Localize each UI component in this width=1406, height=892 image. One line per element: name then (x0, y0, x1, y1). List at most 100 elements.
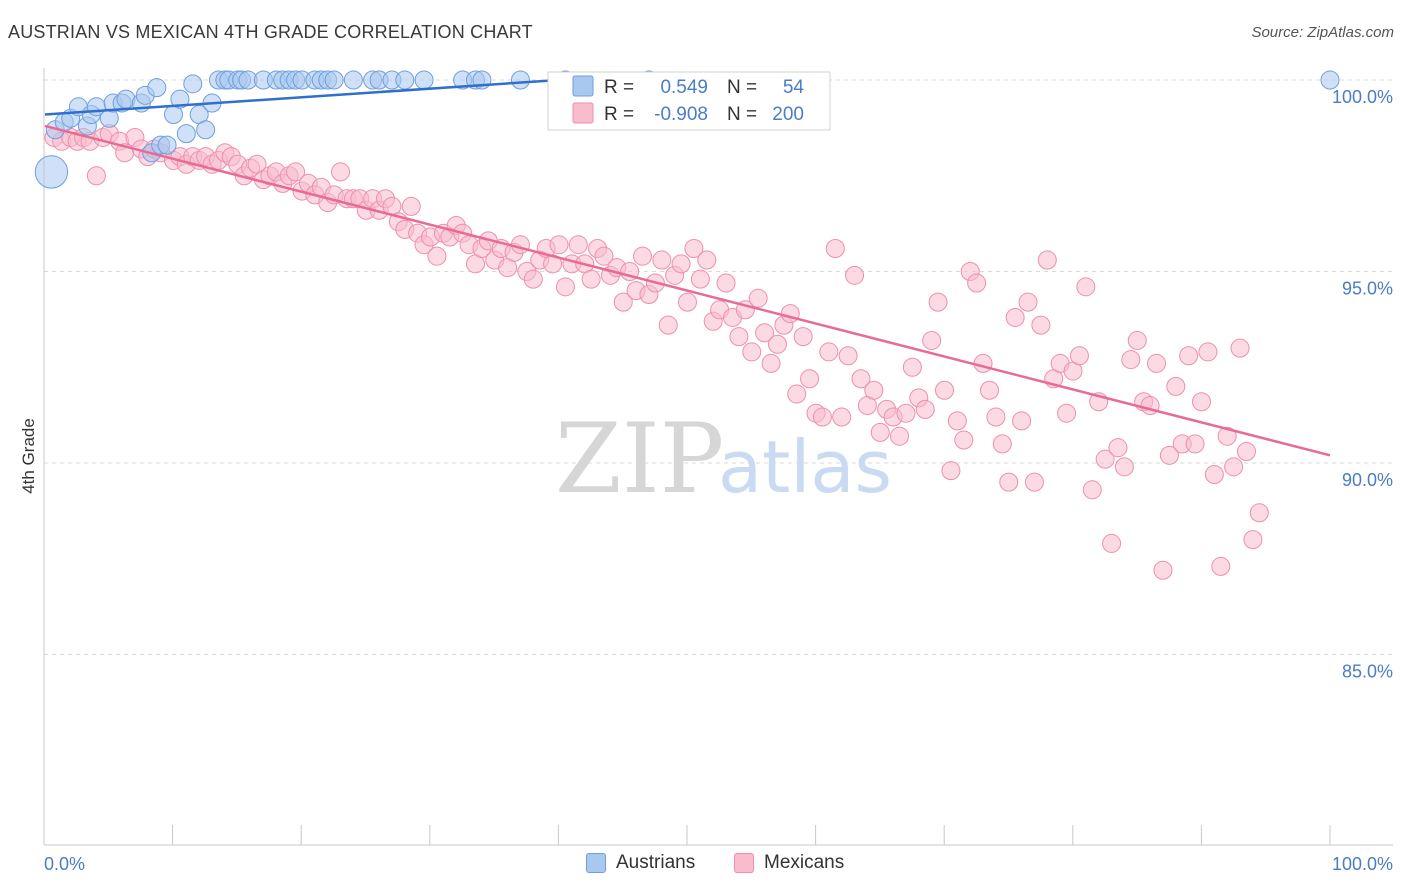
legend-r-label-austrians: R = (604, 77, 634, 98)
mexican-point (549, 235, 569, 255)
mexican-point (851, 369, 871, 389)
mexican-point (1012, 411, 1032, 431)
legend-swatch-mexicans (572, 102, 594, 124)
mexican-point (922, 330, 942, 350)
mexican-point (581, 269, 601, 289)
mexican-point (1005, 307, 1025, 327)
mexican-point (1127, 330, 1147, 350)
mexican-point (401, 196, 421, 216)
austrian-point (34, 155, 69, 189)
mexican-point (915, 399, 935, 419)
mexican-point (935, 380, 954, 400)
legend-n-label-mexicans: N = (727, 104, 757, 125)
mexican-point (845, 265, 865, 285)
mexican-point (999, 472, 1019, 492)
mexican-point (1211, 556, 1231, 576)
mexican-point (716, 273, 736, 293)
y-tick-label: 95.0% (1342, 279, 1393, 299)
legend-n-label-austrians: N = (727, 77, 757, 98)
mexican-point (1224, 457, 1244, 477)
mexican-point (1217, 426, 1237, 446)
austrian-point (147, 78, 167, 98)
mexican-point (864, 380, 884, 400)
mexican-point (1230, 338, 1250, 358)
mexican-point (1082, 480, 1102, 500)
axes (43, 68, 1393, 846)
mexican-point (684, 239, 704, 259)
austrian-point (183, 74, 203, 94)
mexican-point (652, 250, 672, 270)
legend-item-mexicans[interactable]: Mexicans (734, 852, 844, 874)
austrian-point (196, 120, 216, 140)
x-tick-label-min: 0.0% (44, 854, 85, 874)
mexican-point (928, 292, 948, 312)
x-tick-label-max: 100.0% (1332, 854, 1393, 874)
mexican-point (1192, 392, 1211, 412)
mexican-point (838, 346, 858, 366)
y-tick-label: 90.0% (1342, 470, 1393, 490)
legend-label-austrians: Austrians (616, 852, 696, 873)
mexican-point (510, 235, 530, 255)
mexican-point (613, 292, 633, 312)
mexican-point (678, 292, 697, 312)
legend-item-austrians[interactable]: Austrians (586, 852, 695, 874)
mexican-point (690, 269, 710, 289)
mexican-point (947, 411, 967, 431)
mexican-point (671, 254, 691, 274)
mexican-point (1102, 533, 1122, 553)
correlation-legend: R = 0.549 N = 54 R = -0.908 N = 200 (547, 71, 831, 131)
austrian-point (510, 70, 530, 90)
legend-r-value-austrians: 0.549 (660, 77, 708, 98)
mexican-point (941, 461, 961, 481)
mexican-point (1204, 464, 1224, 484)
mexican-point (812, 407, 832, 427)
legend-label-mexicans: Mexicans (764, 852, 845, 873)
austrian-point (176, 124, 196, 144)
mexican-point (1095, 449, 1115, 469)
y-axis-label: 4th Grade (19, 418, 38, 494)
source-label: Source: ZipAtlas.com (1251, 24, 1394, 41)
watermark-zip: ZIP (555, 403, 724, 515)
mexican-point (1114, 457, 1134, 477)
mexican-point (870, 422, 890, 442)
mexican-point (633, 246, 653, 266)
mexican-point (767, 334, 787, 354)
mexican-point (787, 384, 807, 404)
mexican-point (1159, 445, 1179, 465)
mexican-point (729, 327, 749, 347)
mexican-point (1185, 434, 1205, 454)
mexican-point (755, 323, 775, 343)
mexican-point (1179, 346, 1199, 366)
legend-swatch-mexicans (734, 853, 754, 873)
chart-title: AUSTRIAN VS MEXICAN 4TH GRADE CORRELATIO… (8, 22, 533, 42)
mexican-point (427, 246, 447, 266)
mexican-point (832, 407, 852, 427)
mexican-point (1076, 277, 1096, 297)
mexican-point (890, 426, 910, 446)
mexican-point (986, 407, 1006, 427)
mexican-point (761, 353, 781, 373)
austrian-point (324, 70, 344, 90)
mexican-point (1236, 442, 1256, 462)
mexican-point (286, 162, 306, 182)
mexican-point (86, 166, 106, 186)
mexican-point (1108, 438, 1128, 458)
legend-r-label-mexicans: R = (604, 104, 634, 125)
mexican-point (1147, 353, 1167, 373)
mexican-point (1018, 292, 1038, 312)
mexican-point (967, 273, 987, 293)
mexican-point (793, 327, 813, 347)
y-tick-labels: 100.0% 95.0% 90.0% 85.0% (1332, 87, 1393, 682)
legend-swatch-austrians (586, 853, 606, 873)
y-tick-label: 100.0% (1332, 87, 1393, 107)
mexican-point (1153, 560, 1173, 580)
mexican-point (697, 250, 717, 270)
mexican-point (555, 277, 575, 297)
mexican-point (1024, 472, 1044, 492)
legend-frame (547, 71, 831, 131)
watermark: ZIP atlas (555, 403, 892, 515)
mexicans-trend-line (44, 124, 1331, 457)
mexican-point (594, 246, 614, 266)
mexican-point (979, 380, 999, 400)
